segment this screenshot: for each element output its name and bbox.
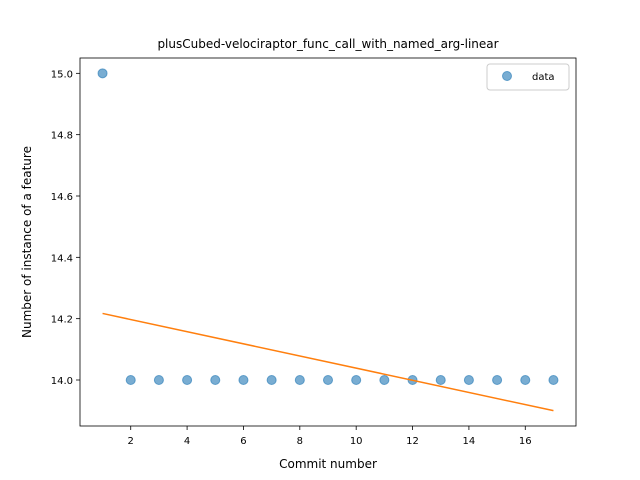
y-axis-label: Number of instance of a feature [20,146,34,338]
axes-frame [79,57,577,427]
legend-frame [486,63,570,91]
y-tick-label: 14.6 [51,192,73,203]
x-tick-label: 6 [240,436,246,447]
legend: data [486,63,570,91]
data-point [97,68,108,79]
data-point [323,375,333,385]
data-point [210,375,221,385]
fit-line [102,312,554,412]
y-tick-label: 14.0 [51,376,73,387]
data-point [351,375,362,385]
data-point [153,375,164,385]
data-point [492,375,503,385]
chart-title: plusCubed-velociraptor_func_call_with_na… [157,37,498,51]
legend-marker-data [502,71,512,81]
data-point [238,375,249,385]
data-point [520,375,531,385]
legend-label-data: data [532,72,555,83]
y-tick-label: 15.0 [51,69,73,80]
data-point [463,375,474,385]
data-point [379,375,390,385]
x-tick-label: 12 [406,436,419,447]
y-tick-label: 14.8 [51,131,73,142]
y-tick-label: 14.2 [51,315,73,326]
data-point [435,375,446,385]
x-tick-label: 14 [463,436,476,447]
plot-area: 2 4 6 8 10 12 14 16 14.0 14.2 14.4 14.6 14.8 15.0 [51,57,577,447]
data-point [294,375,305,385]
data-point [182,375,193,385]
x-tick-label: 2 [128,436,134,447]
x-tick-label: 8 [297,436,303,447]
x-axis-label: Commit number [279,457,377,471]
x-tick-label: 10 [350,436,363,447]
data-point [548,375,559,385]
data-point [266,375,277,385]
x-tick-label: 4 [184,436,190,447]
y-tick-label: 14.4 [51,253,73,264]
data-point [125,375,136,385]
x-tick-label: 16 [519,436,532,447]
